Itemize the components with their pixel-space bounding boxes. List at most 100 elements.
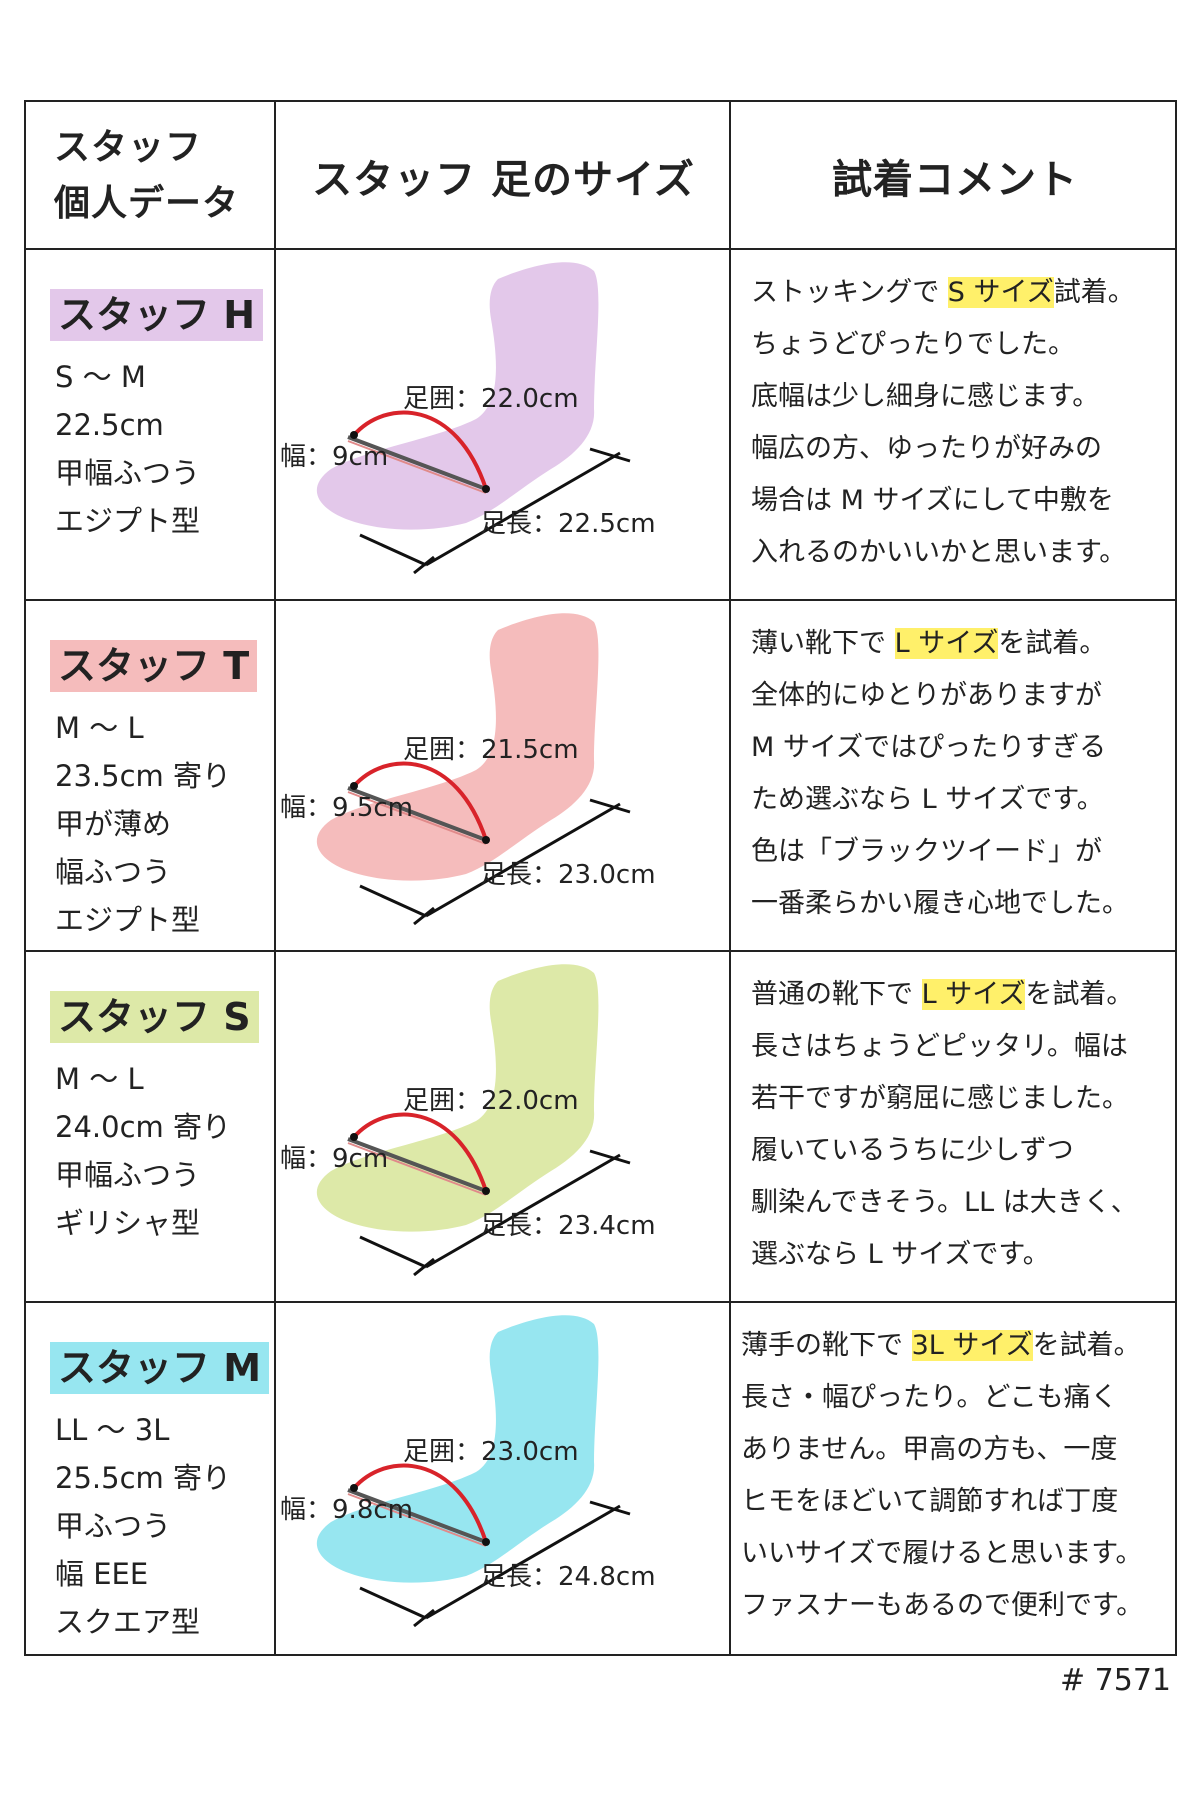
comment-text: ファスナーもあるので便利です。 [741,1590,1144,1621]
comment-line: 入れるのかいいかと思います。 [751,527,1135,579]
fitting-comment: 薄い靴下で L サイズを試着。 全体的にゆとりがありますが M サイズではぴったりす… [731,600,1179,951]
width-caption: 幅： [280,793,332,823]
width-value: 9.5cm [332,793,413,823]
foot-shape [316,613,599,881]
comment-text: 幅広の方、ゆったりが好みの [751,433,1102,464]
girth-value: 21.5cm [481,735,579,765]
staff-row: スタッフ H S ～ M 22.5cm 甲幅ふつう エジプト型 足囲：22.0cm 幅：9c… [26,249,1179,600]
girth-caption: 足囲： [403,1086,481,1116]
comment-text: 普通の靴下で [751,979,922,1010]
fitting-comment: 普通の靴下で L サイズを試着。 長さはちょうどピッタリ。幅は 若干ですが窮屈に感じ… [731,951,1179,1302]
profile-line: S ～ M [55,360,146,394]
length-caption: 足長： [480,860,558,890]
profile-line: 甲幅ふつう [55,456,201,490]
profile-line: エジプト型 [55,903,201,937]
length-value: 23.4cm [558,1211,656,1241]
foot-diagram: 足囲：21.5cm 幅：9.5cm 足長：23.0cm [276,600,731,951]
foot-diagram: 足囲：22.0cm 幅：9cm 足長：23.4cm [276,951,731,1302]
length-caption: 足長： [480,1211,558,1241]
comment-text: ちょうどぴったりでした。 [751,329,1075,360]
comment-text: 底幅は少し細身に感じます。 [751,381,1100,412]
comment-text: 一番柔らかい履き心地でした。 [751,888,1129,919]
girth-value: 23.0cm [481,1437,579,1467]
comment-line: 一番柔らかい履き心地でした。 [751,878,1129,930]
comment-line: ストッキングで S サイズ試着。 [751,267,1135,319]
profile-line: 甲が薄め [55,807,172,841]
comment-text: 入れるのかいいかと思います。 [751,537,1127,568]
header-size: スタッフ 足のサイズ [276,102,731,250]
comment-text: を試着。 [998,628,1107,659]
staff-name-badge: スタッフ T [50,640,258,692]
length-label: 足長：24.8cm [480,1562,656,1592]
length-bracket [413,906,435,926]
length-bracket [589,1500,631,1516]
comment-line: 長さはちょうどピッタリ。幅は [751,1021,1138,1073]
header-comment-label: 試着コメント [832,157,1078,203]
girth-caption: 足囲： [403,384,481,414]
staff-profile: スタッフ S M ～ L 24.0cm 寄り 甲幅ふつう ギリシャ型 [26,951,276,1302]
row-divider [26,950,1175,952]
width-label: 幅：9.5cm [280,793,413,823]
fitting-comment: 薄手の靴下で 3L サイズを試着。 長さ・幅ぴったり。どこも痛くありません。甲高の… [731,1302,1179,1653]
comment-text: を試着。 [1025,979,1134,1010]
staff-name-badge: スタッフ H [50,289,264,341]
comment-line: 薄手の靴下で 3L サイズを試着。 [741,1320,1143,1372]
column-divider [729,102,731,1654]
comment-text: 薄い靴下で [751,628,895,659]
comment-line: 底幅は少し細身に感じます。 [751,371,1135,423]
profile-line: 22.5cm [55,408,164,442]
girth-arc [352,1463,488,1543]
length-caption: 足長： [480,1562,558,1592]
size-table: スタッフ 個人データ スタッフ 足のサイズ 試着コメント スタッフ H S ～ M… [24,100,1177,1656]
comment-line: M サイズではぴったりすぎる [751,722,1129,774]
length-bracket [359,533,427,567]
comment-text: ありません。甲高の方も、一度 [741,1434,1118,1465]
comment-line: ありません。甲高の方も、一度 [741,1424,1143,1476]
profile-line: M ～ L [55,1062,144,1096]
profile-line: 幅 EEE [55,1557,149,1591]
measure-point [350,782,358,790]
comment-text: 履いているうちに少しずつ [751,1135,1074,1166]
column-divider [274,102,276,1654]
girth-label: 足囲：22.0cm [403,1086,579,1116]
length-value: 22.5cm [558,509,656,539]
girth-arc [352,761,488,841]
staff-profile-lines: LL ～ 3L 25.5cm 寄り 甲ふつう幅 EEE スクエア型 [55,1406,231,1646]
staff-row: スタッフ M LL ～ 3L 25.5cm 寄り 甲ふつう幅 EEE スクエア型 足囲：2… [26,1302,1179,1653]
width-value: 9cm [332,442,388,472]
product-number: # 7571 [1060,1663,1172,1698]
comment-line: 長さ・幅ぴったり。どこも痛く [741,1372,1143,1424]
staff-profile-lines: M ～ L 23.5cm 寄り 甲が薄め 幅ふつう エジプト型 [55,704,231,944]
girth-value: 22.0cm [481,384,579,414]
row-divider [26,248,1175,250]
length-bracket [359,1235,427,1269]
comment-line: 普通の靴下で L サイズを試着。 [751,969,1138,1021]
length-label: 足長：23.0cm [480,860,656,890]
length-label: 足長：22.5cm [480,509,656,539]
profile-line: 24.0cm 寄り [55,1110,231,1144]
measure-point [350,1484,358,1492]
length-value: 24.8cm [558,1562,656,1592]
profile-line: 甲ふつう [55,1509,172,1543]
measure-point [350,1133,358,1141]
width-line-accent [347,1142,487,1196]
row-divider [26,1301,1175,1303]
width-line [347,786,487,842]
comment-text: ため選ぶなら L サイズです。 [751,784,1104,815]
length-label: 足長：23.4cm [480,1211,656,1241]
comment-text: 全体的にゆとりがありますが [751,680,1102,711]
profile-line: スクエア型 [55,1605,201,1639]
profile-line: 25.5cm 寄り [55,1461,231,1495]
comment-text: いいサイズで履けると思います。 [741,1538,1143,1569]
staff-profile-lines: S ～ M 22.5cm 甲幅ふつう エジプト型 [55,353,200,545]
girth-value: 22.0cm [481,1086,579,1116]
profile-line: 幅ふつう [55,855,172,889]
staff-name-badge: スタッフ S [50,991,259,1043]
length-bracket [359,884,427,918]
length-bracket [413,1257,435,1277]
comment-text: 若干ですが窮屈に感じました。 [751,1083,1129,1114]
size-highlight: L サイズ [921,979,1026,1010]
length-bracket [425,802,621,918]
measure-point [350,431,358,439]
profile-line: 甲幅ふつう [55,1158,201,1192]
